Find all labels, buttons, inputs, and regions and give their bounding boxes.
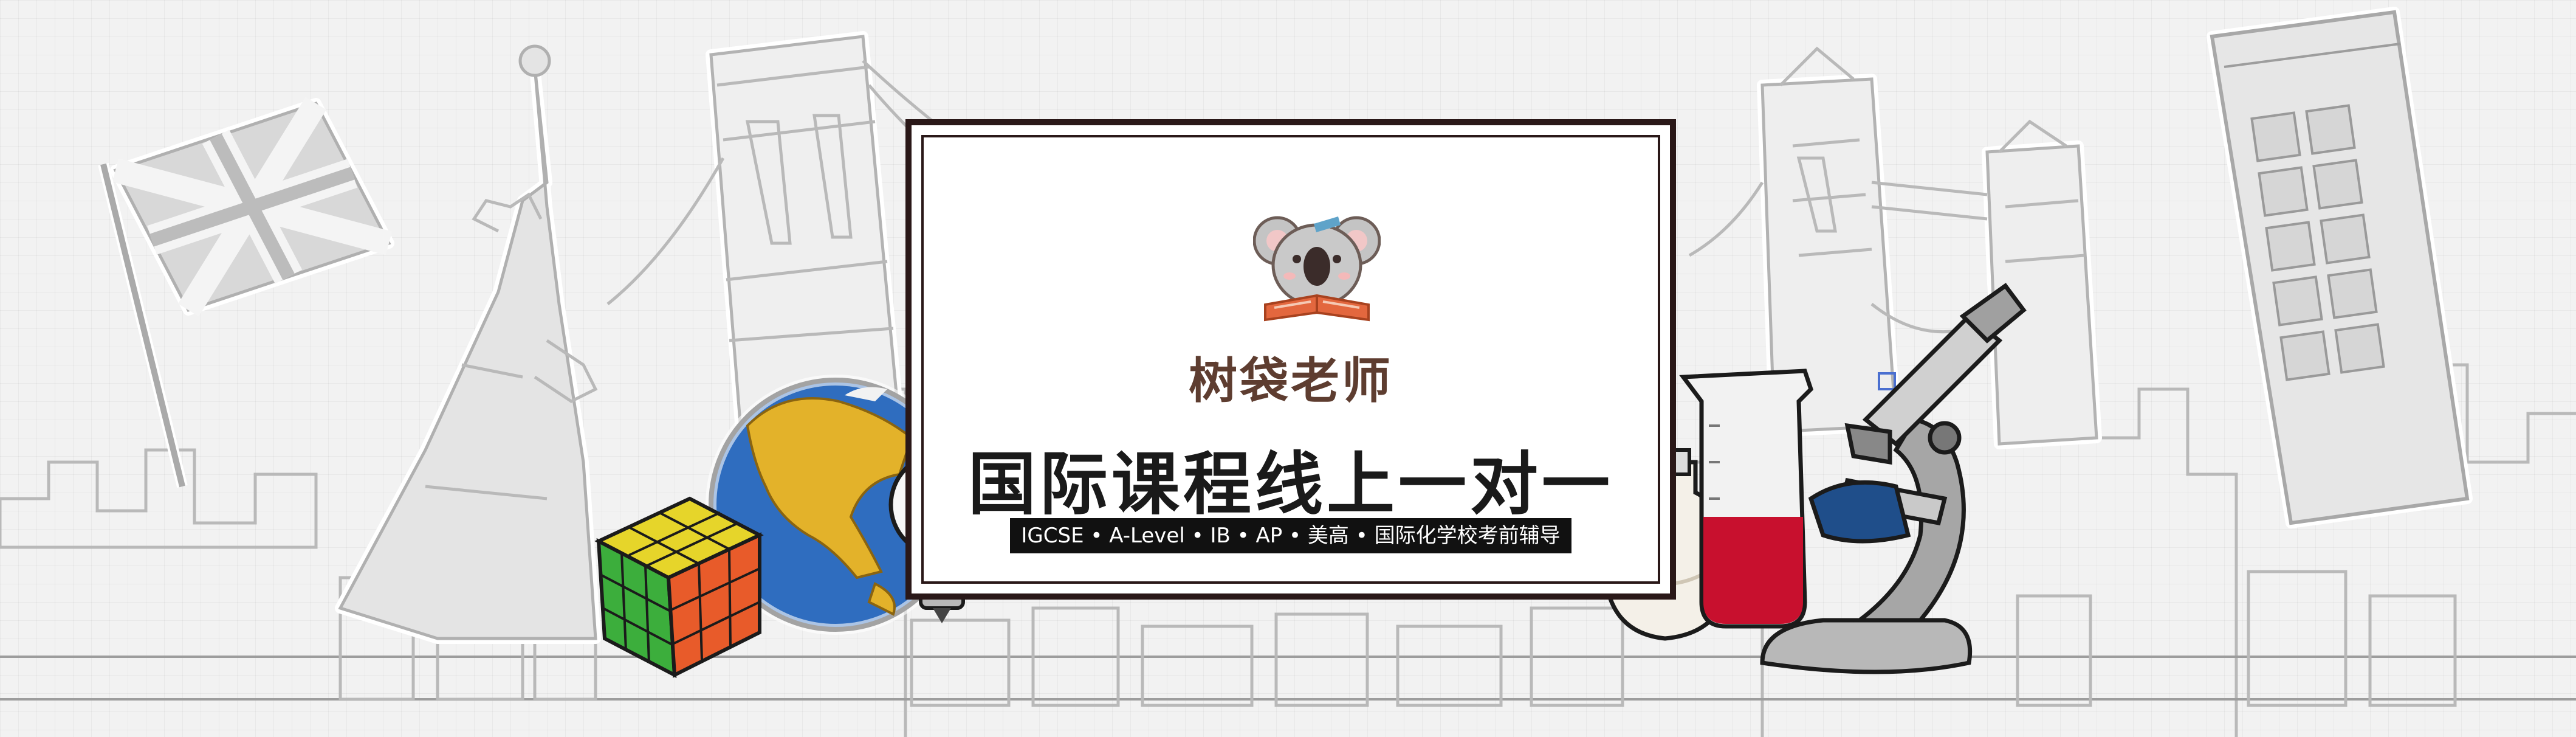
beaker-icon bbox=[1679, 368, 1814, 629]
subline: IGCSE • A-Level • IB • AP • 美高 • 国际化学校考前… bbox=[1010, 518, 1571, 553]
statue-of-liberty-icon bbox=[335, 44, 601, 644]
rubiks-cube-icon bbox=[594, 496, 764, 679]
headline: 国际课程线上一对一 bbox=[968, 445, 1613, 524]
city-skyline-icon bbox=[0, 363, 2576, 737]
brand-name: 树袋老师 bbox=[1189, 353, 1393, 409]
union-jack-flag-icon bbox=[98, 97, 394, 488]
hero-card: 树袋老师 国际课程线上一对一 IGCSE • A-Level • IB • AP… bbox=[905, 119, 1676, 600]
telephone-booth-icon bbox=[2207, 7, 2473, 528]
subline-wrap: IGCSE • A-Level • IB • AP • 美高 • 国际化学校考前… bbox=[924, 518, 1658, 553]
tower-bridge-icon bbox=[1688, 46, 2102, 449]
microscope-icon bbox=[1760, 283, 2027, 674]
card-inner-border: 树袋老师 国际课程线上一对一 IGCSE • A-Level • IB • AP… bbox=[921, 135, 1660, 584]
koala-reading-book-icon bbox=[1253, 216, 1381, 322]
